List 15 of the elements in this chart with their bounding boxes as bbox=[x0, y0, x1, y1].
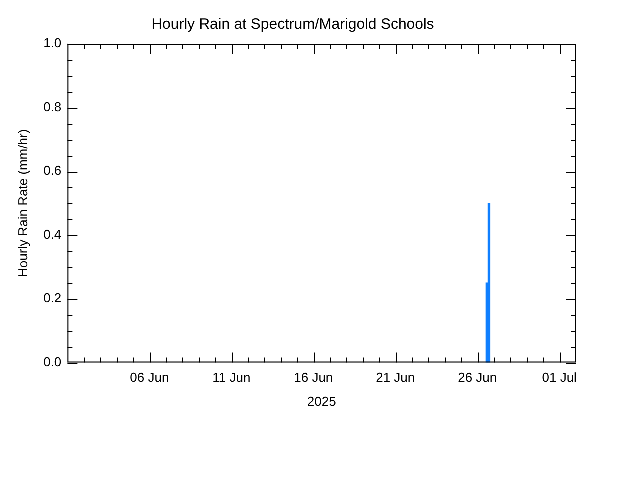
x-tick-label: 06 Jun bbox=[130, 370, 170, 386]
y-tick-label: 0.2 bbox=[44, 290, 62, 306]
y-axis-title: Hourly Rain Rate (mm/hr) bbox=[15, 129, 30, 278]
x-tick-label: 11 Jun bbox=[212, 370, 251, 386]
y-tick-label: 0.4 bbox=[44, 226, 62, 242]
x-tick-label: 26 Jun bbox=[458, 370, 498, 386]
x-tick-label: 01 Jul bbox=[542, 370, 578, 386]
x-tick-label: 21 Jun bbox=[376, 370, 416, 386]
y-tick-label: 0.6 bbox=[44, 163, 62, 178]
y-tick-label: 1.0 bbox=[44, 36, 62, 51]
y-tick-label: 0.0 bbox=[44, 354, 62, 370]
y-tick-label: 0.8 bbox=[44, 99, 62, 114]
x-axis-title: 2025 bbox=[307, 394, 336, 409]
x-tick-label: 16 Jun bbox=[294, 370, 334, 386]
chart-title: Hourly Rain at Spectrum/Marigold Schools bbox=[152, 16, 434, 34]
